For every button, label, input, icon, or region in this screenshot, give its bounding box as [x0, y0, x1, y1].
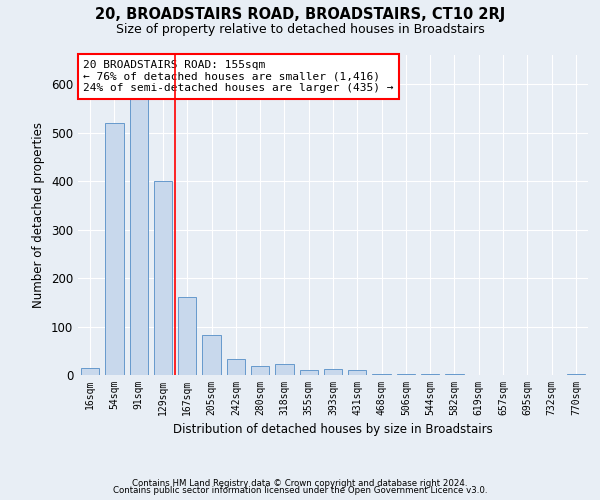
Bar: [251, 366, 269, 375]
Y-axis label: Number of detached properties: Number of detached properties: [32, 122, 46, 308]
Text: 20 BROADSTAIRS ROAD: 155sqm
← 76% of detached houses are smaller (1,416)
24% of : 20 BROADSTAIRS ROAD: 155sqm ← 76% of det…: [83, 60, 394, 93]
Bar: [348, 370, 367, 375]
Bar: [81, 368, 99, 375]
Text: 20, BROADSTAIRS ROAD, BROADSTAIRS, CT10 2RJ: 20, BROADSTAIRS ROAD, BROADSTAIRS, CT10 …: [95, 8, 505, 22]
Bar: [445, 374, 464, 375]
Bar: [421, 374, 439, 375]
Bar: [130, 94, 148, 375]
Bar: [178, 298, 196, 375]
Bar: [154, 181, 172, 375]
Bar: [227, 359, 245, 375]
Bar: [106, 123, 124, 375]
Text: Size of property relative to detached houses in Broadstairs: Size of property relative to detached ho…: [116, 22, 484, 36]
Bar: [275, 364, 293, 375]
X-axis label: Distribution of detached houses by size in Broadstairs: Distribution of detached houses by size …: [173, 424, 493, 436]
Bar: [202, 335, 221, 375]
Bar: [397, 374, 415, 375]
Bar: [567, 374, 585, 375]
Bar: [299, 370, 318, 375]
Text: Contains public sector information licensed under the Open Government Licence v3: Contains public sector information licen…: [113, 486, 487, 495]
Bar: [324, 369, 342, 375]
Text: Contains HM Land Registry data © Crown copyright and database right 2024.: Contains HM Land Registry data © Crown c…: [132, 478, 468, 488]
Bar: [373, 374, 391, 375]
